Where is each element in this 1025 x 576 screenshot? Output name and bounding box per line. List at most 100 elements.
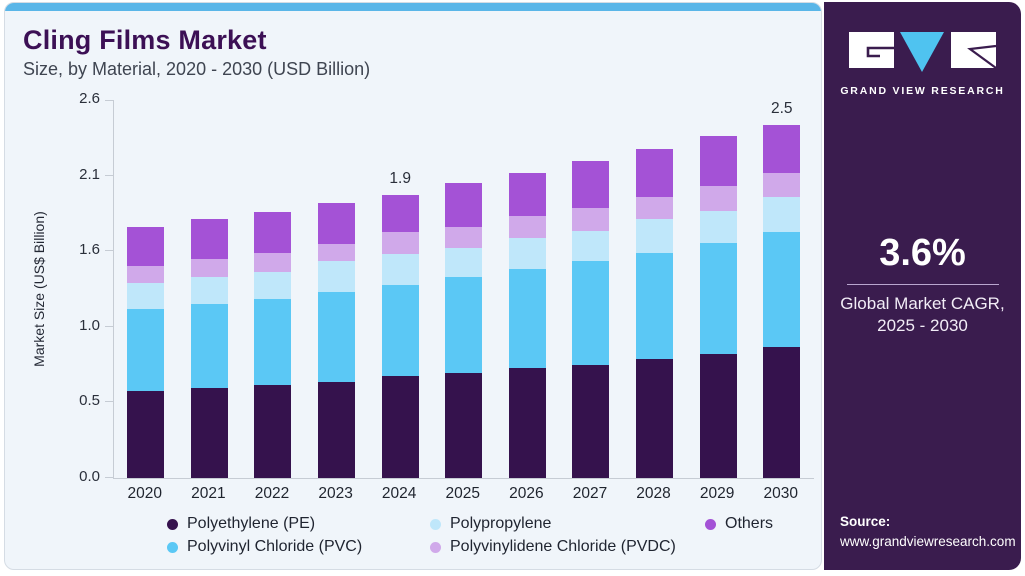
bar-stack [445, 182, 483, 478]
bar-segment [445, 182, 483, 227]
bar-segment [254, 384, 292, 478]
legend-item: Polyethylene (PE) [167, 515, 430, 533]
bar-segment [636, 149, 674, 198]
y-tick-label: 1.0 [79, 316, 100, 334]
bar-segment [318, 243, 356, 262]
bar-segment [699, 210, 737, 243]
bar-column-2023 [305, 100, 369, 478]
source-url: www.grandviewresearch.com [840, 533, 1016, 549]
y-tick-label: 0.5 [79, 392, 100, 410]
bar-stack [318, 203, 356, 478]
bar-segment [127, 265, 165, 284]
legend-item: Polypropylene [430, 515, 705, 533]
page-subtitle: Size, by Material, 2020 - 2030 (USD Bill… [23, 59, 371, 79]
x-axis-labels: 2020 2021 2022 2023 2024 2025 2026 2027 2028 2029… [113, 485, 813, 503]
bar-total-label: 2.5 [770, 99, 793, 117]
bar-total-label: 1.9 [389, 169, 411, 187]
bar-segment [699, 136, 737, 186]
bar-segment [572, 207, 610, 231]
x-tick-label: 2022 [254, 485, 290, 502]
bar-segment [508, 367, 546, 478]
x-tick-label: 2023 [318, 485, 353, 502]
bar-column-2021 [178, 100, 242, 478]
cagr-caption: Global Market CAGR, 2025 - 2030 [824, 293, 1021, 338]
bar-segment [254, 271, 292, 300]
bar-segment [636, 358, 674, 478]
bar-segment [190, 303, 228, 388]
bar-segment [127, 283, 165, 310]
chart-card: Cling Films Market Size, by Material, 20… [4, 2, 822, 570]
bar-segment [636, 252, 674, 359]
brand-name: GRAND VIEW RESEARCH [840, 85, 1005, 97]
bar-segment [381, 232, 419, 255]
legend-item: Polyvinyl Chloride (PVC) [167, 538, 430, 556]
bar-segment [763, 172, 801, 198]
bar-segment [699, 354, 737, 478]
bar-segment [508, 268, 546, 368]
bar-segment [572, 161, 610, 208]
cagr-caption-line2: 2025 - 2030 [877, 316, 968, 336]
y-tick-mark [105, 325, 114, 327]
bar-segment [381, 254, 419, 285]
bar-segment [254, 252, 292, 272]
cagr-block: 3.6% Global Market CAGR, 2025 - 2030 [824, 232, 1021, 338]
bar-column-2020 [114, 100, 178, 478]
bar-column-2026 [496, 100, 560, 478]
bar-segment [127, 226, 165, 266]
bar-segment [699, 185, 737, 211]
gvr-logo-icon [848, 32, 997, 72]
bar-column-2030: 2.5 [750, 100, 814, 478]
bar-stack [127, 226, 165, 478]
plot-area: 1.9 2.5 0.0 0.5 1.0 1.6 2.1 2.6 [79, 90, 814, 485]
bar-segment [445, 248, 483, 278]
y-tick-label: 2.1 [79, 165, 100, 183]
bar-column-2028 [623, 100, 687, 478]
bar-stack [699, 136, 737, 478]
legend-label: Polyethylene (PE) [187, 515, 316, 532]
legend-swatch-icon [430, 518, 441, 530]
y-tick-label: 1.6 [79, 241, 100, 259]
x-tick-label: 2025 [445, 485, 480, 502]
bar-segment [636, 197, 674, 220]
bar-segment [572, 230, 610, 262]
legend-label: Polypropylene [450, 515, 552, 532]
bar-stack [572, 161, 610, 478]
bar-segment [190, 277, 228, 304]
bar-column-2027 [559, 100, 623, 478]
bar-segment [572, 261, 610, 365]
bar-segment [190, 258, 228, 278]
x-tick-label: 2024 [381, 485, 417, 502]
bar-segment [699, 242, 737, 355]
y-axis-title: Market Size (US$ Billion) [31, 211, 47, 367]
cagr-caption-line1: Global Market CAGR, [840, 294, 1005, 313]
legend-label: Others [725, 515, 774, 532]
source-block: Source: www.grandviewresearch.com [840, 512, 1016, 553]
x-tick-label: 2029 [699, 485, 735, 502]
y-tick-mark [105, 174, 114, 176]
bar-segment [254, 299, 292, 385]
bar-segment [318, 261, 356, 292]
bar-segment [190, 387, 228, 478]
gvr-logo: GRAND VIEW RESEARCH [824, 28, 1021, 97]
bar-segment [508, 238, 546, 269]
bar-segment [318, 382, 356, 478]
bar-column-2024: 1.9 [368, 100, 432, 478]
bar-segment [381, 194, 419, 233]
bar-segment [445, 226, 483, 249]
bar-segment [763, 347, 801, 478]
legend-label: Polyvinyl Chloride (PVC) [187, 538, 363, 555]
y-tick-mark [105, 401, 114, 403]
source-label: Source: [840, 513, 891, 529]
bar-segment [636, 219, 674, 253]
bar-segment [508, 216, 546, 239]
legend-swatch-icon [430, 541, 441, 553]
bar-segment [763, 232, 801, 348]
bar-segment [254, 212, 292, 253]
y-tick-label: 2.6 [79, 90, 100, 107]
bar-segment [127, 390, 165, 478]
x-tick-label: 2021 [191, 485, 226, 502]
bar-segment [318, 291, 356, 383]
bar-stack [254, 212, 292, 478]
bar-segment [445, 277, 483, 374]
